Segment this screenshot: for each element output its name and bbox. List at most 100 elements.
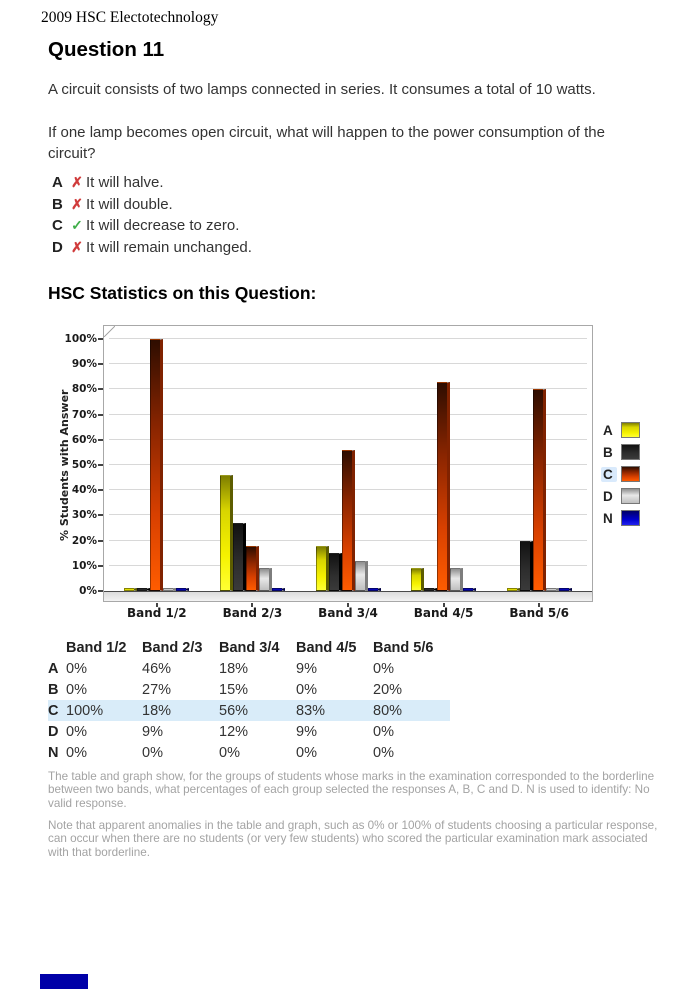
table-cell: 46% bbox=[142, 660, 172, 677]
option-row: B ✗ It will double. bbox=[52, 194, 252, 216]
table-row-label: B bbox=[48, 681, 59, 698]
gridline bbox=[109, 413, 587, 415]
legend-swatch-d bbox=[621, 488, 640, 504]
table-cell: 0% bbox=[219, 744, 240, 761]
table-cell: 100% bbox=[66, 702, 104, 719]
bar-d-5 bbox=[545, 588, 559, 591]
option-letter: D bbox=[52, 238, 63, 256]
option-text: It will halve. bbox=[86, 174, 164, 192]
table-cell: 18% bbox=[142, 702, 172, 719]
y-tick-mark bbox=[98, 363, 103, 366]
options-list: A ✗ It will halve. B ✗ It will double. C ✓ It wi… bbox=[52, 172, 252, 258]
stats-heading: HSC Statistics on this Question: bbox=[48, 283, 317, 303]
legend-row: D bbox=[601, 485, 640, 507]
bar-c-3 bbox=[341, 450, 355, 591]
legend-label-n: N bbox=[603, 510, 613, 526]
y-tick-label: 40% bbox=[71, 484, 97, 497]
bar-c-4 bbox=[437, 382, 451, 591]
y-tick-label: 80% bbox=[71, 383, 97, 396]
x-axis-label: Band 2/3 bbox=[222, 606, 283, 620]
frame-bevel bbox=[104, 326, 115, 337]
bar-a-3 bbox=[315, 546, 329, 591]
option-row: D ✗ It will remain unchanged. bbox=[52, 237, 252, 259]
question-paragraph-1: A circuit consists of two lamps connecte… bbox=[48, 81, 596, 98]
legend-label-a: A bbox=[603, 422, 613, 438]
x-axis-label: Band 3/4 bbox=[318, 606, 378, 620]
bar-a-5 bbox=[506, 588, 520, 591]
option-letter: A bbox=[52, 174, 63, 192]
table-cell: 0% bbox=[373, 723, 394, 740]
document-header: 2009 HSC Electotechnology bbox=[41, 9, 219, 26]
legend-swatch-a bbox=[621, 422, 640, 438]
chart-plot-frame bbox=[103, 325, 593, 602]
y-tick-mark bbox=[98, 539, 103, 542]
table-row-a: A 0% 46% 18% 9% 0% bbox=[48, 658, 450, 679]
bar-n-1 bbox=[176, 588, 190, 591]
table-row-c: C 100% 18% 56% 83% 80% bbox=[48, 700, 450, 721]
option-row: A ✗ It will halve. bbox=[52, 172, 252, 194]
legend-row: A bbox=[601, 419, 640, 441]
legend-row: N bbox=[601, 507, 640, 529]
option-letter: C bbox=[52, 217, 63, 235]
bar-c-1 bbox=[150, 339, 164, 591]
legend-swatch-n bbox=[621, 510, 640, 526]
incorrect-icon: ✗ bbox=[71, 174, 83, 191]
bar-chart: % Students with Answer 0% 10% 20% 30% 40% 50%… bbox=[0, 323, 700, 623]
x-axis-label: Band 4/5 bbox=[413, 606, 474, 620]
y-tick-label: 90% bbox=[71, 358, 97, 371]
table-row-n: N 0% 0% 0% 0% 0% bbox=[48, 742, 450, 763]
table-column-header: Band 5/6 bbox=[373, 640, 434, 656]
y-tick-mark bbox=[98, 514, 103, 517]
table-cell: 9% bbox=[142, 723, 163, 740]
bar-n-2 bbox=[271, 588, 285, 591]
footer-mark bbox=[40, 974, 88, 989]
bar-n-3 bbox=[367, 588, 381, 591]
y-tick-mark bbox=[98, 489, 103, 492]
table-row-d: D 0% 9% 12% 9% 0% bbox=[48, 721, 450, 742]
x-tick-mark bbox=[155, 603, 158, 607]
table-header-row: Band 1/2 Band 2/3 Band 3/4 Band 4/5 Band 5/6 bbox=[48, 638, 450, 658]
y-tick-label: 70% bbox=[71, 408, 97, 421]
option-text: It will decrease to zero. bbox=[86, 217, 240, 235]
table-cell: 9% bbox=[296, 723, 317, 740]
x-tick-mark bbox=[538, 603, 541, 607]
bar-d-2 bbox=[258, 568, 272, 591]
y-tick-mark bbox=[98, 464, 103, 466]
bar-group bbox=[408, 382, 480, 591]
chart-plot bbox=[109, 338, 587, 591]
footnote-1: The table and graph show, for the groups… bbox=[48, 770, 655, 810]
y-axis: 0% 10% 20% 30% 40% 50% 60% 70% 80% 90% 100% bbox=[55, 333, 97, 597]
table-cell: 83% bbox=[296, 702, 326, 719]
x-tick-mark bbox=[347, 603, 349, 607]
y-tick-mark bbox=[98, 564, 103, 567]
gridline bbox=[109, 388, 587, 390]
stats-table: Band 1/2 Band 2/3 Band 3/4 Band 4/5 Band 5/6… bbox=[48, 638, 450, 763]
table-row-label: A bbox=[48, 660, 59, 677]
gridline bbox=[109, 363, 587, 365]
bar-group bbox=[216, 475, 288, 591]
table-column-header: Band 2/3 bbox=[142, 640, 203, 656]
y-tick-label: 50% bbox=[71, 459, 97, 471]
bar-b-2 bbox=[232, 523, 246, 591]
option-row: C ✓ It will decrease to zero. bbox=[52, 215, 252, 237]
table-row-label: N bbox=[48, 744, 59, 761]
question-paragraph-2: If one lamp becomes open circuit, what w… bbox=[48, 124, 605, 162]
y-tick-label: 10% bbox=[71, 559, 97, 572]
legend-label-d: D bbox=[603, 488, 613, 504]
x-axis-label: Band 5/6 bbox=[509, 606, 569, 620]
bar-c-2 bbox=[245, 546, 259, 591]
legend-swatch-b bbox=[621, 444, 640, 460]
table-cell: 15% bbox=[219, 681, 249, 698]
table-cell: 0% bbox=[373, 744, 394, 761]
bar-d-3 bbox=[354, 561, 368, 591]
y-tick-mark bbox=[98, 388, 103, 391]
table-cell: 12% bbox=[219, 723, 249, 740]
y-tick-label: 30% bbox=[71, 509, 97, 522]
gridline bbox=[109, 338, 587, 339]
legend-row: B bbox=[601, 441, 640, 463]
table-cell: 80% bbox=[373, 702, 403, 719]
y-tick-mark bbox=[98, 590, 103, 592]
legend-swatch-c bbox=[621, 466, 640, 482]
y-tick-mark bbox=[98, 438, 103, 441]
x-tick-mark bbox=[442, 603, 445, 607]
